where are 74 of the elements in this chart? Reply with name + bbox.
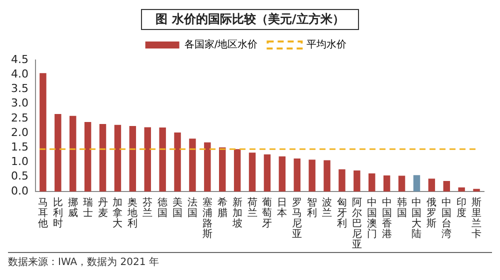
x-tick-label: 荷兰 — [247, 196, 258, 219]
bar — [264, 154, 271, 192]
x-tick-label: 中国香港 — [382, 196, 392, 240]
bar — [473, 188, 480, 192]
x-tick-label: 奥地利 — [126, 196, 138, 230]
y-tick-label: 0.5 — [10, 170, 28, 183]
bar — [204, 142, 211, 192]
y-tick-label: 2.5 — [10, 111, 28, 124]
bar — [278, 156, 286, 192]
bar — [294, 158, 300, 192]
x-tick-label: 韩国 — [396, 196, 407, 219]
y-tick-label: 1.5 — [10, 140, 28, 154]
bar — [458, 187, 465, 192]
bar — [368, 173, 376, 192]
bar — [189, 138, 196, 192]
x-tick-label: 塞浦路斯 — [202, 196, 212, 240]
x-tick-label: 葡萄牙 — [262, 196, 272, 230]
bar — [84, 122, 92, 192]
y-tick-label: 3.0 — [10, 96, 28, 110]
bar — [443, 180, 450, 192]
x-tick-label: 印度 — [456, 196, 467, 219]
x-tick-label: 丹麦 — [98, 197, 108, 219]
bar — [324, 160, 330, 192]
bar — [54, 114, 62, 192]
x-tick-label: 新加坡 — [231, 196, 242, 230]
x-tick-label: 波兰 — [322, 196, 332, 219]
bar — [129, 126, 136, 192]
x-tick-label: 俄罗斯 — [426, 196, 437, 230]
x-tick-label: 挪威 — [68, 196, 78, 219]
bar — [219, 147, 226, 192]
x-tick-label: 瑞士 — [82, 196, 93, 219]
x-tick-label: 中国台湾 — [442, 196, 452, 240]
bar — [398, 176, 406, 192]
y-tick-label: 2.0 — [10, 126, 28, 139]
bar — [383, 175, 390, 192]
x-tick-label: 芬兰 — [142, 196, 153, 219]
x-tick-label: 比利时 — [52, 196, 63, 230]
x-tick-label: 马耳他 — [38, 197, 48, 230]
bar — [354, 170, 360, 192]
x-tick-label: 阿尔巴尼亚 — [352, 197, 362, 250]
source-note: 数据来源：IWA，数据为 2021 年 — [8, 252, 492, 269]
legend-label: 平均水价 — [306, 38, 347, 51]
bar — [248, 152, 256, 192]
x-tick-label: 美国 — [172, 196, 183, 219]
bar — [159, 128, 166, 192]
chart-title: 图 水价的国际比较（美元/立方米） — [140, 9, 360, 30]
bar — [234, 149, 241, 192]
x-tick-label: 加拿大 — [112, 196, 123, 230]
x-tick-label: 德国 — [158, 197, 168, 219]
y-tick-label: 1.0 — [10, 155, 28, 168]
x-tick-label: 智利 — [307, 196, 318, 219]
bar — [338, 169, 346, 192]
x-tick-label: 斯里兰卡 — [472, 196, 482, 240]
bar — [40, 73, 46, 192]
bar — [428, 178, 436, 192]
y-tick-label: 4.5 — [10, 52, 28, 66]
x-tick-label: 日本 — [277, 197, 288, 219]
x-tick-label: 希腊 — [217, 196, 228, 219]
bar — [174, 132, 181, 192]
y-tick-label: 3.5 — [10, 82, 28, 96]
bar — [70, 116, 76, 192]
bar — [114, 124, 122, 192]
x-tick-label: 中国大陆 — [412, 196, 422, 240]
bar — [99, 124, 106, 192]
bar — [144, 127, 151, 192]
y-tick-label: 4.0 — [10, 67, 28, 80]
x-tick-label: 中国澳门 — [366, 196, 377, 240]
x-tick-label: 匈牙利 — [336, 196, 347, 230]
x-tick-label: 罗马尼亚 — [292, 197, 302, 240]
legend-label: 各国家/地区水价 — [184, 38, 258, 51]
x-tick-label: 法国 — [187, 196, 198, 219]
bar — [413, 175, 420, 192]
bar — [308, 160, 316, 192]
y-tick-label: 0.0 — [10, 184, 28, 198]
